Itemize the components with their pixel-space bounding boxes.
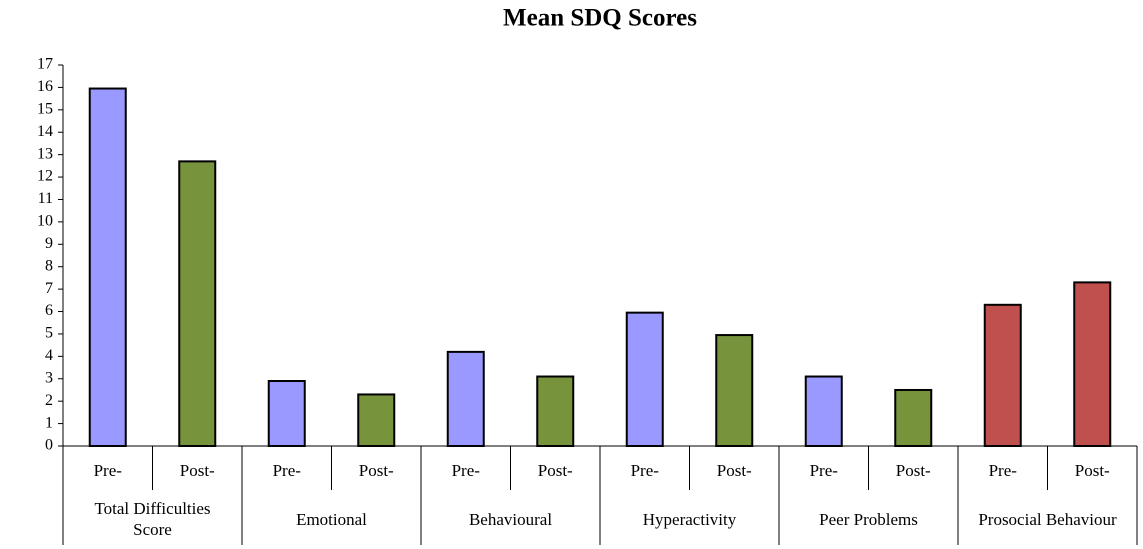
bar — [804, 375, 843, 447]
y-tick-label: 0 — [45, 437, 53, 454]
y-tick-label: 14 — [37, 123, 53, 140]
bar — [894, 388, 933, 447]
y-tick-label: 5 — [45, 325, 53, 342]
y-tick-label: 4 — [45, 347, 53, 364]
x-tick-label: Pre- — [451, 460, 480, 480]
group-label: Behavioural — [468, 509, 553, 529]
y-tick-label: 2 — [45, 392, 53, 409]
bar — [178, 160, 217, 448]
group-label: Total Difficulties Score — [94, 499, 211, 539]
group-label: Emotional — [296, 509, 367, 529]
y-tick-label: 16 — [37, 78, 53, 95]
x-tick-label: Pre- — [272, 460, 301, 480]
chart-title: Mean SDQ Scores — [503, 5, 697, 32]
bar — [1073, 281, 1112, 447]
bar — [446, 350, 485, 447]
bar — [357, 393, 396, 447]
y-tick-label: 1 — [45, 414, 53, 431]
x-tick-label: Post- — [358, 460, 394, 480]
y-tick-label: 17 — [37, 56, 53, 73]
group-label: Peer Problems — [819, 509, 918, 529]
x-tick-label: Pre- — [809, 460, 838, 480]
y-tick-label: 9 — [45, 235, 53, 252]
bar — [88, 87, 127, 448]
x-tick-label: Pre- — [93, 460, 122, 480]
y-tick-label: 10 — [37, 213, 53, 230]
y-tick-label: 6 — [45, 302, 53, 319]
y-tick-label: 11 — [38, 190, 53, 207]
y-tick-label: 12 — [37, 168, 53, 185]
x-tick-label: Post- — [537, 460, 573, 480]
x-tick-label: Post- — [895, 460, 931, 480]
y-tick-label: 7 — [45, 280, 53, 297]
bar — [983, 303, 1022, 447]
x-tick-label: Post- — [1074, 460, 1110, 480]
x-tick-label: Post- — [179, 460, 215, 480]
bar — [267, 380, 306, 448]
x-tick-label: Pre- — [630, 460, 659, 480]
x-tick-label: Post- — [716, 460, 752, 480]
group-label: Prosocial Behaviour — [978, 509, 1117, 529]
y-tick-label: 8 — [45, 257, 53, 274]
bar — [625, 311, 664, 447]
bar — [715, 334, 754, 447]
y-tick-label: 13 — [37, 145, 53, 162]
y-tick-label: 3 — [45, 369, 53, 386]
bar — [536, 375, 575, 447]
group-label: Hyperactivity — [642, 509, 737, 529]
x-tick-label: Pre- — [988, 460, 1017, 480]
y-tick-label: 15 — [37, 100, 53, 117]
